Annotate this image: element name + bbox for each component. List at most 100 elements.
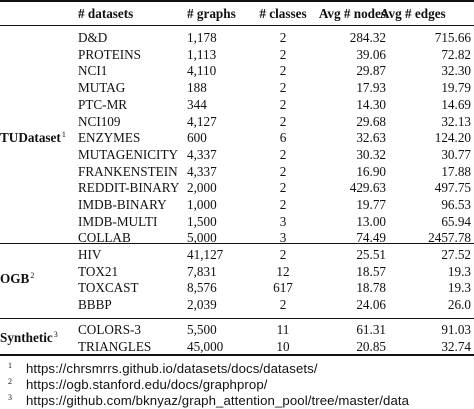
footnote-url[interactable]: https://chrsmrrs.github.io/datasets/docs…: [26, 361, 318, 376]
avg-edges-cell: 19.79: [441, 80, 471, 96]
avg-edges-cell: 65.94: [441, 213, 471, 229]
avg-edges-cell: 32.30: [441, 63, 471, 79]
avg-nodes-cell: 29.68: [356, 113, 386, 129]
avg-edges-cell: 17.88: [441, 163, 471, 179]
classes-cell: 11: [276, 322, 290, 337]
graphs-cell: 45,000: [187, 338, 224, 354]
footnote: 2 https://ogb.stanford.edu/docs/graphprop…: [8, 374, 268, 393]
header-rule: [0, 25, 474, 26]
group-rule-ogb: [0, 243, 474, 244]
graphs-cell: 41,127: [187, 247, 224, 262]
footnote-url[interactable]: https://ogb.stanford.edu/docs/graphprop/: [26, 377, 268, 392]
avg-nodes-cell: 39.06: [356, 46, 386, 62]
dataset-name: BBBP: [78, 297, 112, 313]
graphs-cell: 1,178: [187, 30, 217, 45]
graphs-cell: 1,500: [187, 213, 217, 229]
classes-cell: 2: [279, 80, 287, 96]
avg-edges-cell: 2457.78: [428, 230, 471, 246]
header-classes: # classes: [259, 6, 307, 21]
group-label-text: Synthetic: [0, 329, 53, 345]
dataset-name: MUTAG: [78, 80, 126, 96]
dataset-name: NCI1: [78, 63, 108, 79]
classes-cell: 2: [279, 30, 287, 45]
graphs-cell: 4,127: [187, 113, 217, 129]
graphs-cell: 1,113: [187, 46, 217, 62]
avg-edges-cell: 26.0: [447, 297, 471, 313]
classes-cell: 2: [279, 163, 287, 179]
avg-nodes-cell: 20.85: [356, 338, 386, 354]
dataset-name: IMDB-BINARY: [78, 197, 167, 212]
avg-nodes-cell: 16.90: [356, 163, 386, 179]
graphs-cell: 5,000: [187, 230, 217, 246]
avg-nodes-cell: 24.06: [356, 297, 386, 313]
group-footnote-mark: 3: [53, 329, 58, 339]
avg-nodes-cell: 14.30: [356, 96, 386, 112]
footnote-url[interactable]: https://github.com/bknyaz/graph_attentio…: [26, 393, 410, 408]
dataset-name: COLLAB: [78, 230, 131, 246]
avg-nodes-cell: 25.51: [356, 247, 386, 262]
avg-nodes-cell: 18.57: [356, 263, 386, 279]
graphs-cell: 1,000: [187, 197, 217, 212]
dataset-name: TRIANGLES: [78, 338, 152, 354]
dataset-name: TOX21: [78, 263, 119, 279]
graphs-cell: 4,337: [187, 146, 217, 162]
avg-edges-cell: 27.52: [441, 247, 471, 262]
avg-edges-cell: 124.20: [434, 130, 471, 146]
avg-nodes-cell: 61.31: [356, 322, 386, 337]
avg-nodes-cell: 74.49: [356, 230, 386, 246]
group-label-text: TUDataset: [0, 129, 61, 145]
classes-cell: 2: [279, 297, 287, 313]
avg-nodes-cell: 29.87: [356, 63, 386, 79]
dataset-name: REDDIT-BINARY: [78, 180, 180, 196]
avg-nodes-cell: 13.00: [356, 213, 386, 229]
dataset-name: IMDB-MULTI: [78, 213, 158, 229]
avg-edges-cell: 72.82: [441, 46, 471, 62]
avg-edges-cell: 497.75: [434, 180, 471, 196]
header-graphs: # graphs: [187, 6, 236, 21]
graphs-cell: 600: [187, 130, 207, 146]
header-avg-nodes: Avg # nodes: [318, 6, 386, 21]
avg-edges-cell: 19.3: [447, 280, 471, 296]
avg-nodes-cell: 429.63: [349, 180, 386, 196]
dataset-name: ENZYMES: [78, 130, 141, 146]
classes-cell: 617: [273, 280, 293, 296]
graphs-cell: 344: [187, 96, 207, 112]
avg-nodes-cell: 19.77: [356, 197, 386, 212]
classes-cell: 3: [279, 213, 287, 229]
graphs-cell: 8,576: [187, 280, 217, 296]
classes-cell: 2: [279, 247, 287, 262]
dataset-name: FRANKENSTEIN: [78, 163, 178, 179]
classes-cell: 2: [279, 180, 287, 196]
avg-nodes-cell: 30.32: [356, 146, 386, 162]
graphs-cell: 2,039: [187, 297, 217, 313]
classes-cell: 2: [279, 113, 287, 129]
header-datasets: # datasets: [78, 6, 134, 21]
graphs-cell: 2,000: [187, 180, 217, 196]
classes-cell: 2: [279, 96, 287, 112]
dataset-name: PTC-MR: [78, 96, 128, 112]
group-footnote-mark: 2: [30, 271, 35, 281]
classes-cell: 6: [279, 130, 287, 146]
avg-edges-cell: 19.3: [447, 263, 471, 279]
graphs-cell: 4,110: [187, 63, 217, 79]
footnote-mark: 3: [8, 393, 12, 402]
header-avg-edges: Avg # edges: [380, 6, 446, 21]
classes-cell: 3: [279, 230, 287, 246]
dataset-name: COLORS-3: [78, 322, 142, 337]
dataset-name: TOXCAST: [78, 280, 139, 296]
group-label: Synthetic3: [0, 330, 58, 346]
dataset-name: D&D: [78, 30, 108, 45]
avg-edges-cell: 32.13: [441, 113, 471, 129]
avg-nodes-cell: 18.78: [356, 280, 386, 296]
avg-edges-cell: 30.77: [441, 146, 471, 162]
table-top-rule: [0, 0, 474, 2]
footnote-mark: 1: [8, 361, 12, 370]
graphs-cell: 188: [187, 80, 207, 96]
avg-nodes-cell: 32.63: [356, 130, 386, 146]
avg-edges-cell: 91.03: [441, 322, 471, 337]
graphs-cell: 4,337: [187, 163, 217, 179]
dataset-name: MUTAGENICITY: [78, 146, 179, 162]
dataset-name: NCI109: [78, 113, 121, 129]
avg-edges-cell: 96.53: [441, 197, 471, 212]
classes-cell: 2: [279, 46, 287, 62]
